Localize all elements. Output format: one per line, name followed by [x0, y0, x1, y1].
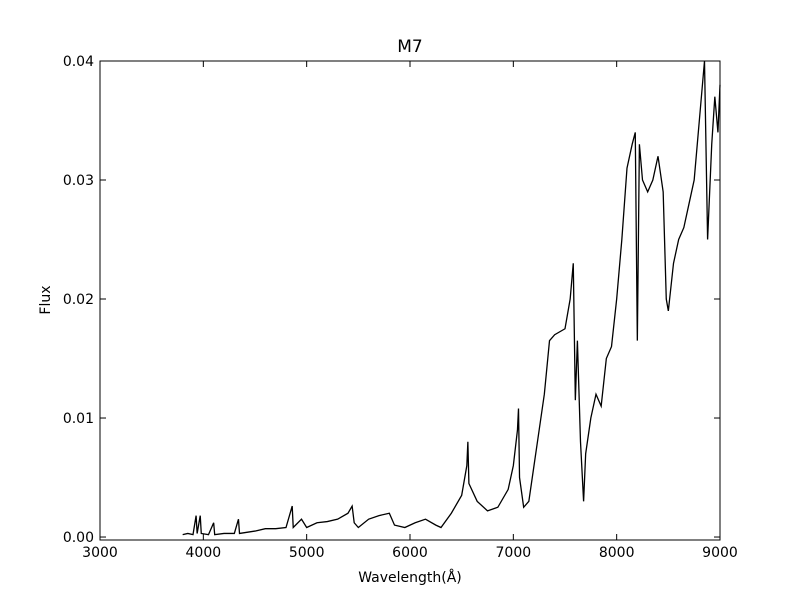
y-tick-label: 0.00: [63, 530, 94, 546]
x-tick-label: 5000: [289, 545, 325, 561]
x-tick-label: 9000: [702, 545, 738, 561]
y-tick-label: 0.01: [63, 411, 94, 427]
chart-title: M7: [397, 37, 422, 57]
y-tick-label: 0.04: [63, 54, 94, 70]
spectrum-line: [182, 60, 721, 536]
x-tick-label: 7000: [496, 545, 532, 561]
x-tick-label: 8000: [599, 545, 635, 561]
x-tick-label: 4000: [186, 545, 222, 561]
x-tick-label: 3000: [82, 545, 118, 561]
y-tick-label: 0.03: [63, 173, 94, 189]
y-axis-label: Flux: [38, 285, 54, 314]
plot-frame: [99, 60, 721, 541]
x-tick-label: 6000: [392, 545, 428, 561]
x-axis-label: Wavelength(Å): [358, 569, 462, 586]
y-tick-label: 0.02: [63, 292, 94, 308]
